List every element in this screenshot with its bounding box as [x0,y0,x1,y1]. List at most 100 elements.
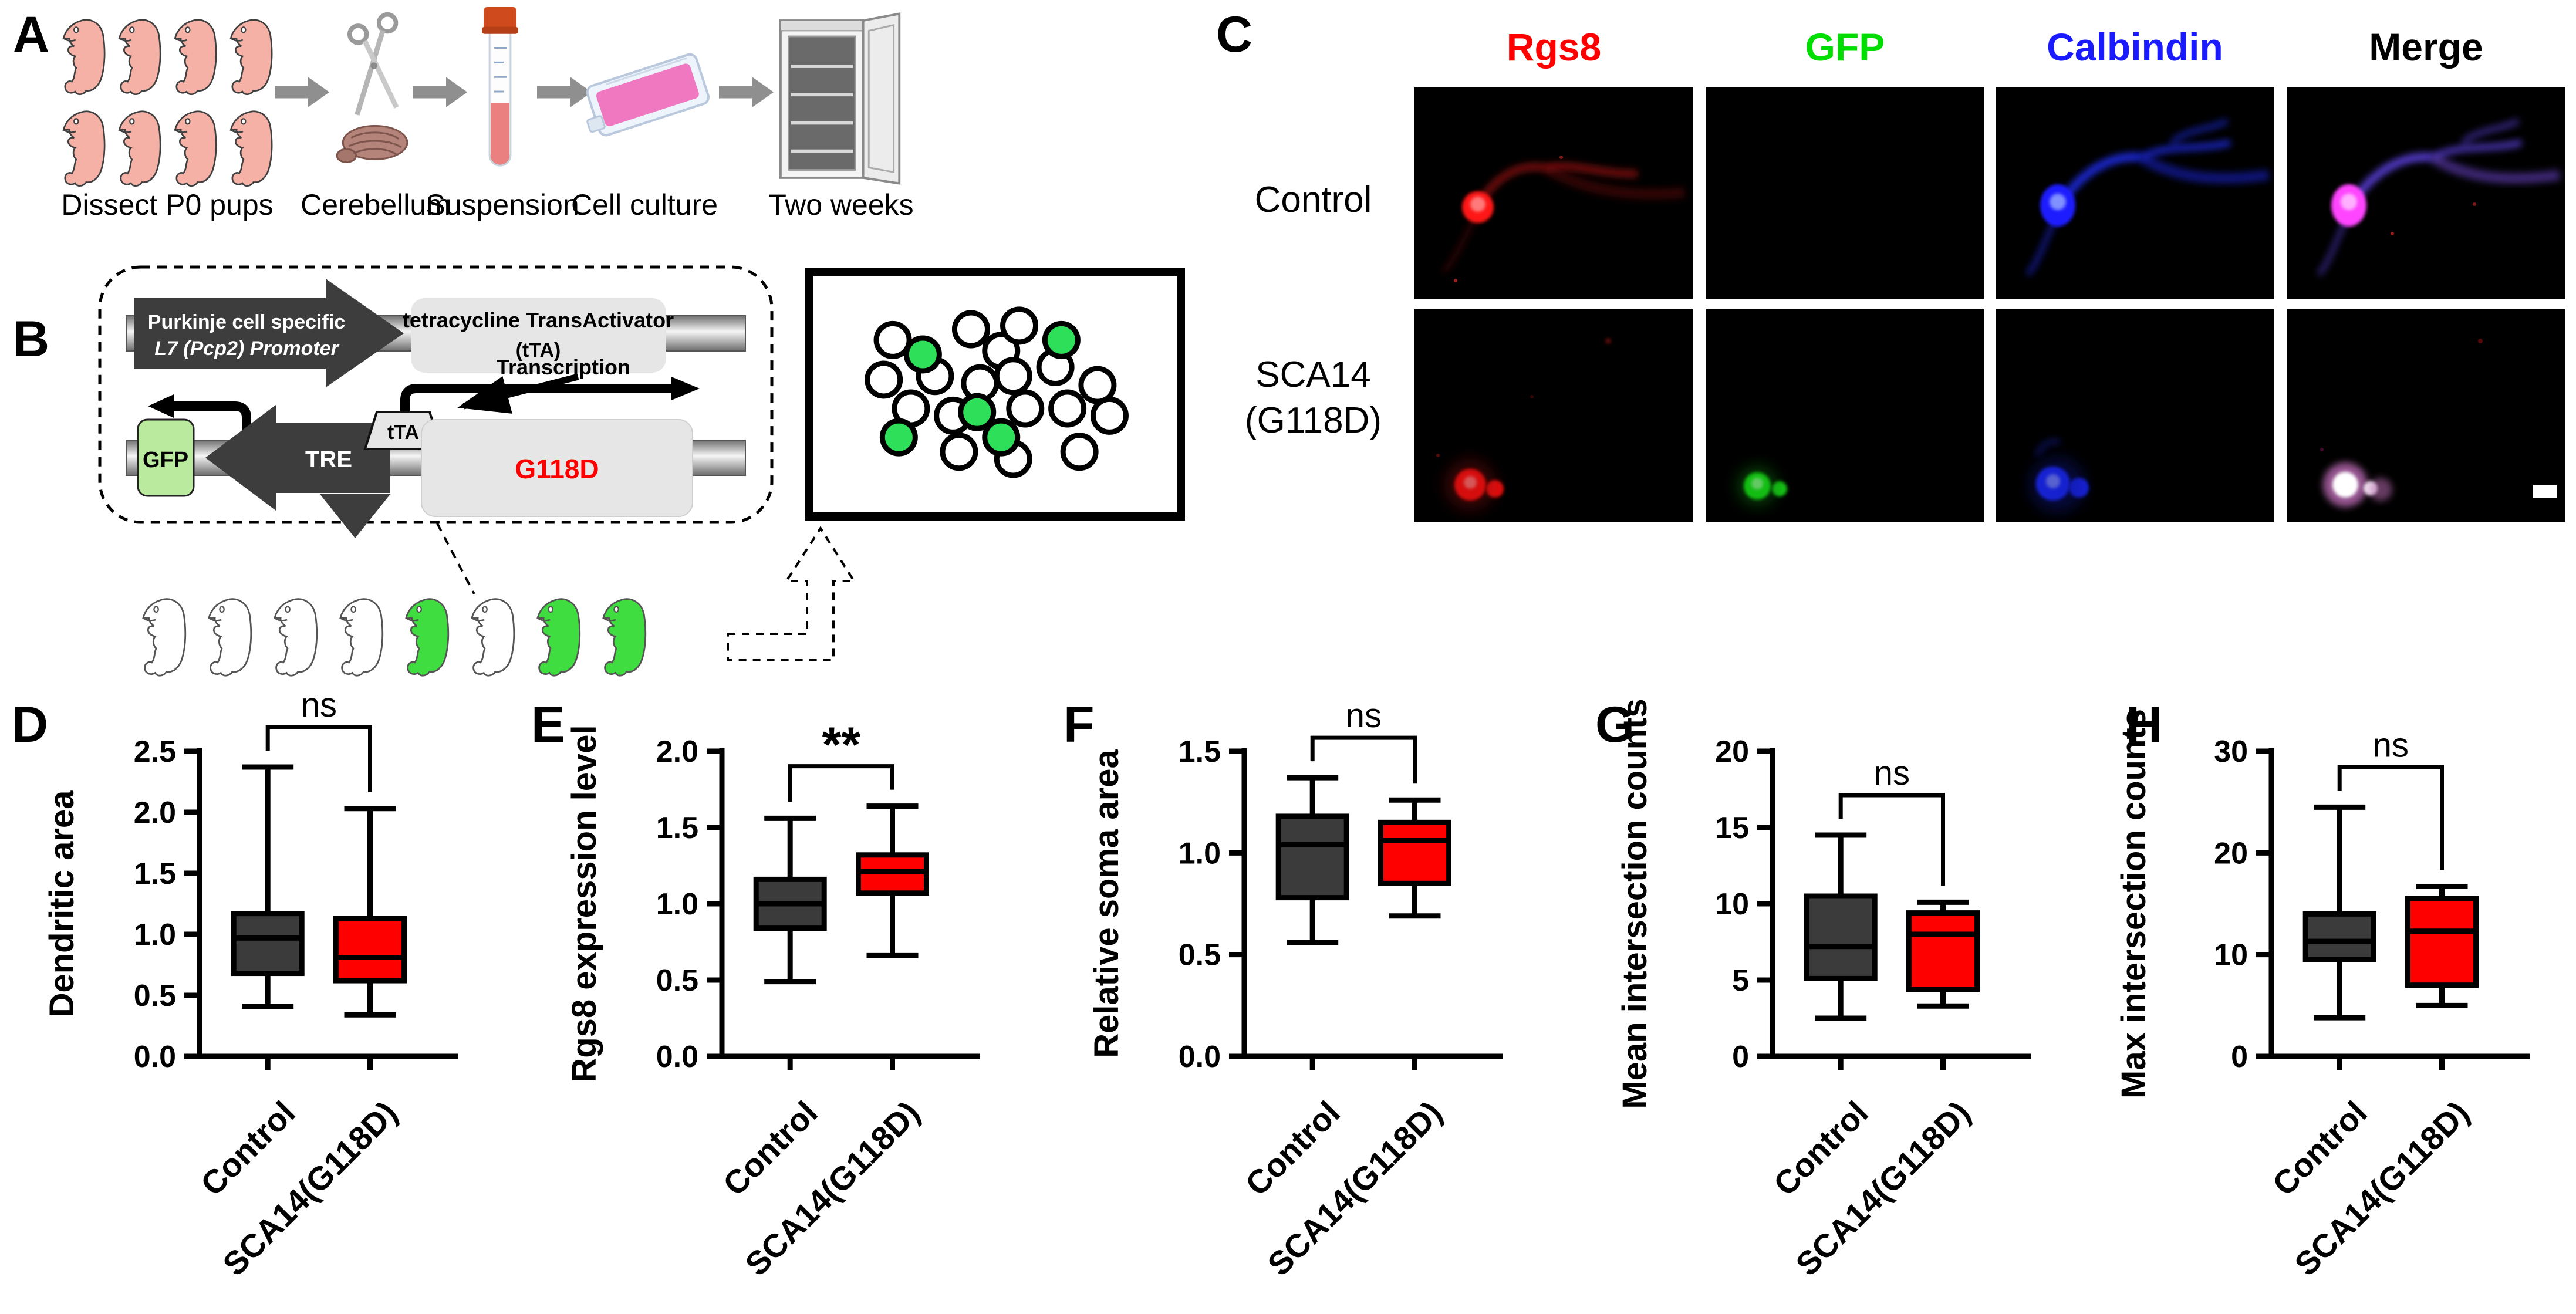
gfp-arrowhead-icon [148,394,174,418]
mouse-pup-icon [174,110,217,187]
transcription-label: Transcription [497,355,630,379]
svg-text:20: 20 [1715,735,1749,769]
svg-text:1.0: 1.0 [656,887,698,921]
svg-text:1.5: 1.5 [1179,735,1221,769]
mouse-pup-icon [118,19,161,96]
micrograph-control-merge [2287,87,2565,299]
step-label: Cerebellum [301,188,451,221]
svg-text:0.5: 0.5 [1179,938,1221,972]
svg-text:10: 10 [1715,887,1749,921]
gfp-positive-pup-icon [405,598,450,677]
transgenic-pups-row [142,598,647,677]
gfp-positive-pup-icon [536,598,581,677]
panel-letter-a: A [13,6,50,63]
tta-box-line1: tetracycline TransActivator [403,308,674,332]
tta-tag-label: tTA [387,421,419,444]
cell-icon [873,320,912,359]
mouse-pups-icon [62,19,273,187]
promoter-label-line1: Purkinje cell specific [148,311,345,333]
suspension-tube-icon [481,7,519,167]
panel-letter-h: H [2126,697,2163,753]
svg-text:1.5: 1.5 [134,857,176,891]
row-label-control: Control [1254,180,1372,220]
box-control [1804,893,1878,981]
selection-elbow-arrow-icon [727,526,856,661]
svg-text:0: 0 [1732,1040,1749,1074]
step-label: Dissect P0 pups [61,188,273,221]
svg-text:0.0: 0.0 [656,1040,698,1074]
mouse-pup-icon [118,110,161,187]
tre-arrow [205,405,390,511]
svg-text:Relative soma area: Relative soma area [1088,749,1126,1058]
mouse-pup-icon [62,110,106,187]
svg-text:5: 5 [1732,964,1749,998]
panel-letter-f: F [1064,697,1095,753]
tta-box-line2: (tTA) [516,339,561,362]
svg-text:0.5: 0.5 [656,964,698,998]
micrograph-sca14-merge [2287,309,2565,522]
svg-text:Dendritic area: Dendritic area [43,790,81,1018]
svg-text:0.0: 0.0 [1179,1040,1221,1074]
channel-header-calbindin: Calbindin [2047,25,2223,69]
channel-header-merge: Merge [2369,25,2483,69]
gfp-cell-icon [903,335,942,374]
step-arrow-icon [413,77,468,107]
gfp-positive-pup-icon [602,598,647,677]
svg-text:0: 0 [2231,1040,2248,1074]
micrograph-sca14-calbindin [1996,309,2274,522]
panel-letter-e: E [531,697,565,753]
svg-text:15: 15 [1715,811,1749,845]
step-arrow-icon [719,77,774,107]
box-control [231,911,305,977]
svg-text:Max intersection counts: Max intersection counts [2115,709,2153,1099]
cell-icon [1006,389,1045,428]
scissors-icon [350,15,397,115]
panel-a-workflow: Dissect P0 pups Cerebellum Suspension Ce… [61,7,914,221]
transcription-arrowhead-icon [671,377,700,400]
significance-label: ** [822,717,861,772]
transcription-arrow [400,384,674,440]
significance-label: ns [1346,697,1382,735]
panel-b-construct: Purkinje cell specific L7 (Pcp2) Promote… [98,265,1185,677]
micrograph-control-calbindin [1996,87,2274,299]
tre-arrow-down [320,494,390,538]
svg-text:SCA14(G118D): SCA14(G118D) [738,1094,927,1283]
promoter-label-line2: L7 (Pcp2) Promoter [154,337,339,360]
cell-icon [1090,396,1129,435]
significance-label: ns [1874,754,1910,792]
svg-text:SCA14(G118D): SCA14(G118D) [1788,1094,1977,1283]
gfp-cell-icon [1042,320,1081,359]
svg-text:2.0: 2.0 [656,735,698,769]
gfp-cell-icon [982,418,1021,457]
step-label: Cell culture [571,188,718,221]
box-sca14 [1378,819,1451,886]
svg-text:20: 20 [2214,836,2248,870]
gfp-negative-pup-icon [274,598,318,677]
svg-text:2.0: 2.0 [134,796,176,830]
mouse-pup-icon [62,19,106,96]
cell-icon [994,357,1032,396]
gfp-label: GFP [143,448,188,472]
promoter-arrow [134,279,404,387]
cerebellum-icon [336,124,408,163]
gfp-transcription-arrow [171,401,251,440]
cell-icon [1078,366,1117,404]
box-control [1275,813,1349,901]
step-arrow-icon [275,77,330,107]
gfp-cell-icon [879,418,918,457]
gfp-box [137,418,195,497]
panel-letter-c: C [1216,6,1253,63]
g118d-box [421,419,693,517]
step-label: Suspension [426,188,579,221]
g118d-label: G118D [515,454,599,484]
svg-text:0.0: 0.0 [134,1040,176,1074]
cell-icon [940,433,978,471]
step-arrow-icon [537,77,592,107]
box-sca14 [2405,896,2479,988]
svg-text:1.5: 1.5 [656,811,698,845]
cell-icon [1000,306,1039,345]
cultured-cells [865,306,1129,478]
cell-icon [865,360,903,399]
